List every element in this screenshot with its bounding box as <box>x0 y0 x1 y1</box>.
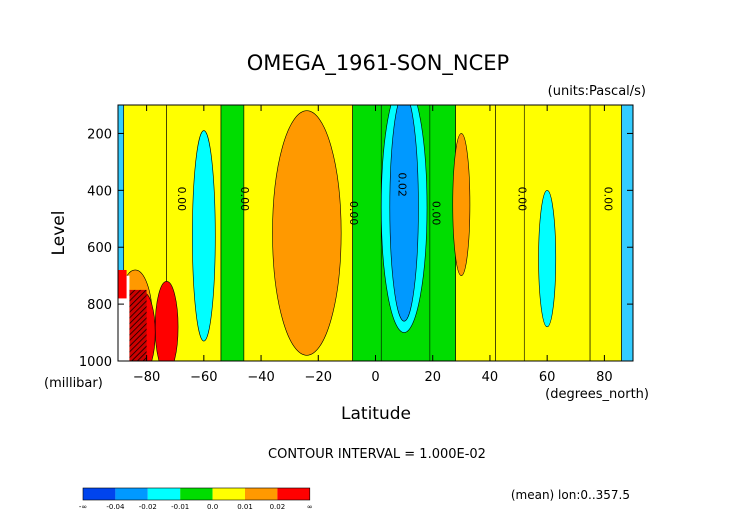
x-tick-label: −80 <box>133 370 160 385</box>
footer-label: (mean) lon:0..357.5 <box>511 488 630 502</box>
contour-label-6: 0.00 <box>601 187 614 212</box>
contour-label-1: 0.00 <box>238 187 251 212</box>
legend-swatch-3 <box>180 488 213 500</box>
contour-region-3 <box>389 105 419 322</box>
contour-band-3 <box>220 105 245 361</box>
legend-label-6: 0.02 <box>270 503 286 511</box>
contour-label-4: 0.00 <box>430 201 443 226</box>
legend-label-3: -0.01 <box>171 503 189 511</box>
contour-region-7 <box>154 281 179 361</box>
x-tick-label: −60 <box>190 370 217 385</box>
contour-band-6 <box>429 105 456 361</box>
x-axis-unit: (degrees_north) <box>545 387 649 402</box>
y-tick-label: 200 <box>87 127 112 142</box>
contour-label-3: 0.02 <box>395 172 408 197</box>
legend-swatch-1 <box>115 488 148 500</box>
contour-region-4 <box>452 133 471 276</box>
color-legend: -∞ -0.04 -0.02 -0.01 0.0 0.01 0.02 ∞ <box>79 487 313 511</box>
plot-area: 0.00 0.00 0.00 0.02 0.00 0.00 0.00 <box>117 104 634 362</box>
contour-region-1 <box>192 130 216 342</box>
legend-label-0: -∞ <box>79 503 87 511</box>
units-label: (units:Pascal/s) <box>548 84 646 99</box>
x-tick-label: 40 <box>482 370 499 385</box>
missing-white <box>118 275 130 361</box>
contour-band-9 <box>523 105 591 361</box>
legend-swatch-2 <box>147 488 181 500</box>
chart-title: OMEGA_1961-SON_NCEP <box>247 51 509 76</box>
contour-region-0 <box>272 110 342 356</box>
legend-swatch-5 <box>245 488 278 500</box>
legend-label-2: -0.02 <box>139 503 157 511</box>
x-tick-label: −20 <box>305 370 332 385</box>
x-tick-label: −40 <box>247 370 274 385</box>
x-axis-title: Latitude <box>341 404 411 424</box>
y-tick-label: 400 <box>87 184 112 199</box>
missing-data-patch <box>118 269 147 361</box>
contour-band-5 <box>352 105 382 361</box>
legend-swatch-6 <box>277 488 310 500</box>
legend-label-5: 0.01 <box>237 503 253 511</box>
y-tick-label: 800 <box>87 298 112 313</box>
legend-swatch-4 <box>212 488 245 500</box>
legend-label-4: 0.0 <box>207 503 218 511</box>
legend-frame <box>82 487 311 501</box>
contour-region-5 <box>538 190 557 328</box>
x-tick-label: 60 <box>539 370 556 385</box>
missing-red <box>118 269 127 299</box>
legend-label-1: -0.04 <box>106 503 125 511</box>
hatched-region <box>129 289 147 361</box>
y-axis-unit: (millibar) <box>44 376 103 391</box>
contour-label-5: 0.00 <box>516 187 529 212</box>
y-axis-title: Level <box>49 211 69 256</box>
legend-label-7: ∞ <box>307 503 313 511</box>
contour-band-11 <box>621 105 633 361</box>
x-tick-label: 0 <box>371 370 379 385</box>
x-tick-label: 80 <box>596 370 613 385</box>
y-tick-label: 1000 <box>79 355 112 370</box>
legend-swatch-0 <box>83 488 116 500</box>
contour-band-10 <box>589 105 622 361</box>
contour-label-2: 0.00 <box>347 201 360 226</box>
contour-interval-label: CONTOUR INTERVAL = 1.000E-02 <box>268 447 486 462</box>
contour-band-8 <box>495 105 525 361</box>
x-tick-label: 20 <box>424 370 441 385</box>
y-tick-label: 600 <box>87 241 112 256</box>
contour-label-0: 0.00 <box>175 187 188 212</box>
